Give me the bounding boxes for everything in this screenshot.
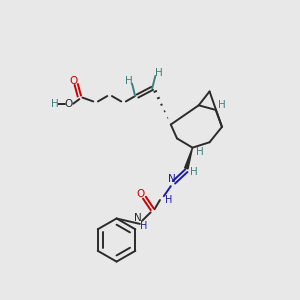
Text: O: O [136, 189, 145, 199]
Text: H: H [51, 99, 58, 109]
Polygon shape [184, 148, 193, 169]
Text: H: H [218, 100, 226, 110]
Text: H: H [140, 221, 147, 231]
Text: N: N [168, 174, 176, 184]
Text: H: H [196, 147, 204, 157]
Text: O: O [64, 99, 73, 109]
Text: H: H [125, 76, 133, 86]
Text: N: N [134, 213, 141, 223]
Text: H: H [165, 195, 172, 205]
Text: H: H [190, 167, 198, 176]
Text: H: H [155, 68, 163, 78]
Text: O: O [70, 76, 78, 86]
